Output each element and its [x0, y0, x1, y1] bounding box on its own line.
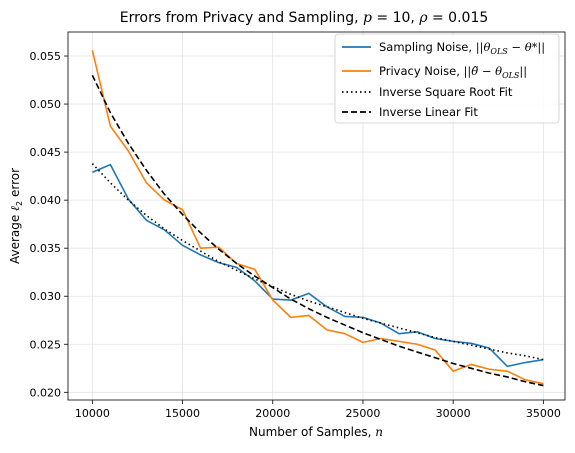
- series-line-sampling-noise: [92, 163, 544, 368]
- x-tick-label: 30000: [436, 407, 471, 420]
- legend: Sampling Noise, ||θOLS − θ*|| Privacy No…: [334, 33, 560, 124]
- y-axis-label-text: Average: [8, 211, 22, 264]
- legend-label-sqrt-fit: Inverse Square Root Fit: [379, 85, 513, 99]
- y-tick-label: 0.050: [30, 98, 62, 111]
- y-tick-label: 0.040: [30, 194, 62, 207]
- x-tick-label: 10000: [75, 407, 110, 420]
- legend-label-linear-fit: Inverse Linear Fit: [379, 105, 478, 119]
- y-axis-label: Average ℓ2 error: [8, 168, 24, 264]
- chart-title: Errors from Privacy and Sampling, p = 10…: [120, 10, 489, 26]
- title-rho-symbol: ρ: [418, 10, 428, 26]
- legend-box: [334, 33, 560, 124]
- plot-frame: [67, 31, 566, 401]
- x-tick-label: 25000: [345, 407, 380, 420]
- legend-label-sampling: Sampling Noise, ||θOLS − θ*||: [379, 40, 545, 56]
- series-line-inverse-sqrt-fit: [91, 163, 544, 361]
- legend-label-privacy: Privacy Noise, ||θ̃ − θOLS||: [379, 64, 527, 80]
- title-p-value: = 10,: [372, 10, 419, 26]
- title-rho-value: = 0.015: [428, 10, 489, 26]
- y-tick-label: 0.030: [30, 290, 62, 303]
- x-axis-label-math: n: [375, 425, 383, 439]
- x-tick-label: 15000: [165, 407, 200, 420]
- y-tick-label: 0.045: [30, 146, 62, 159]
- y-axis-label-math: ℓ: [8, 206, 22, 211]
- y-axis-label-rest: error: [8, 168, 22, 201]
- y-tick-label: 0.055: [30, 50, 62, 63]
- y-tick-label: 0.035: [30, 242, 62, 255]
- y-axis-label-sub: 2: [15, 201, 24, 206]
- title-p-symbol: p: [363, 10, 372, 26]
- x-tick-label: 35000: [526, 407, 561, 420]
- y-axis-ticks: 0.020 0.025 0.030 0.035 0.040 0.045 0.050 0.055: [30, 50, 68, 399]
- y-tick-label: 0.020: [30, 386, 62, 399]
- series-line-inverse-linear-fit: [91, 74, 544, 387]
- x-axis-ticks: 10000 15000 20000 25000 30000 35000: [75, 400, 561, 420]
- series-line-privacy-noise: [91, 50, 544, 385]
- series-group: [91, 50, 544, 387]
- x-tick-label: 20000: [255, 407, 290, 420]
- chart-title-text: Errors from Privacy and Sampling,: [120, 10, 363, 26]
- x-axis-label: Number of Samples, n: [249, 425, 383, 439]
- y-tick-label: 0.025: [30, 338, 62, 351]
- x-axis-label-text: Number of Samples,: [249, 425, 375, 439]
